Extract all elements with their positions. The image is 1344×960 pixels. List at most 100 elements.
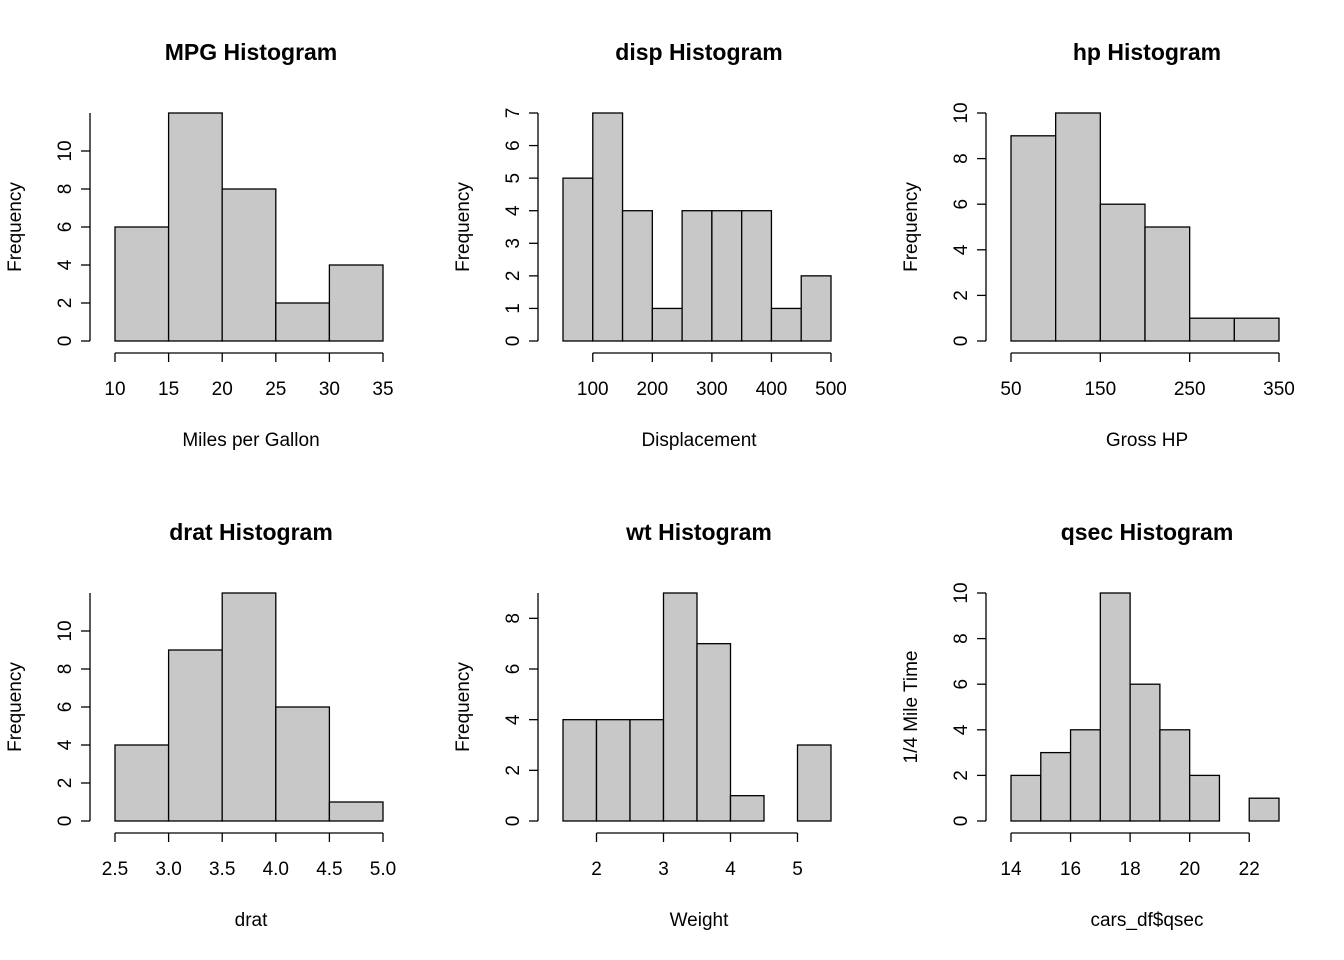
- bar: [621, 210, 653, 342]
- y-tick-label: 3: [503, 238, 524, 249]
- y-tick-label: 2: [55, 298, 76, 309]
- bar: [1189, 317, 1235, 342]
- y-tick-label: 6: [951, 199, 972, 210]
- y-tick-label: 1: [503, 303, 524, 314]
- x-tick-label: 20: [212, 379, 233, 400]
- bar: [221, 188, 277, 342]
- y-tick-label: 0: [55, 336, 76, 347]
- bar: [114, 226, 170, 342]
- bar: [167, 112, 223, 342]
- chart-title: MPG Histogram: [165, 39, 338, 65]
- bar: [1099, 203, 1146, 342]
- chart-title: drat Histogram: [169, 519, 333, 545]
- y-tick-label: 2: [55, 778, 76, 789]
- y-tick-label: 2: [503, 765, 524, 776]
- x-tick-label: 2.5: [102, 859, 128, 880]
- bar: [711, 210, 743, 342]
- bar: [696, 643, 732, 822]
- chart-title: hp Histogram: [1073, 39, 1221, 65]
- y-tick-label: 8: [503, 613, 524, 624]
- x-tick-label: 5.0: [370, 859, 396, 880]
- y-tick-label: 0: [503, 816, 524, 827]
- bar: [1159, 729, 1191, 822]
- bar: [629, 719, 665, 822]
- bar: [1010, 774, 1042, 822]
- y-tick-label: 10: [951, 582, 972, 603]
- y-tick-label: 10: [55, 140, 76, 161]
- x-tick-label: 22: [1239, 859, 1260, 880]
- y-tick-label: 6: [951, 679, 972, 690]
- x-tick-label: 18: [1120, 859, 1141, 880]
- y-tick-label: 4: [951, 724, 972, 735]
- y-axis-label: Frequency: [453, 662, 474, 752]
- x-tick-label: 35: [372, 379, 393, 400]
- x-axis-label: Displacement: [641, 430, 757, 451]
- bar: [729, 795, 765, 822]
- x-tick-label: 150: [1084, 379, 1116, 400]
- y-axis-label: Frequency: [5, 662, 26, 752]
- y-axis-label: Frequency: [5, 182, 26, 272]
- y-tick-label: 2: [951, 290, 972, 301]
- bar: [1040, 751, 1072, 822]
- y-tick-label: 10: [951, 102, 972, 123]
- x-tick-label: 25: [265, 379, 286, 400]
- x-tick-label: 30: [319, 379, 340, 400]
- bar: [328, 264, 384, 342]
- y-tick-label: 6: [503, 664, 524, 675]
- bar: [167, 649, 223, 822]
- x-tick-label: 100: [577, 379, 609, 400]
- x-tick-label: 500: [815, 379, 847, 400]
- bar: [651, 307, 683, 342]
- y-tick-label: 8: [55, 664, 76, 675]
- x-tick-label: 5: [792, 859, 803, 880]
- bar: [592, 112, 624, 342]
- chart-title: wt Histogram: [625, 519, 772, 545]
- bar: [770, 307, 802, 342]
- y-axis-label: Frequency: [901, 182, 922, 272]
- x-axis-label: cars_df$qsec: [1090, 910, 1203, 931]
- bar: [662, 592, 698, 822]
- y-tick-label: 6: [503, 140, 524, 151]
- y-axis-label: Frequency: [453, 182, 474, 272]
- x-tick-label: 4: [725, 859, 736, 880]
- y-tick-label: 4: [503, 714, 524, 725]
- bar: [1248, 797, 1280, 822]
- bar: [1189, 774, 1221, 822]
- x-tick-label: 2: [591, 859, 602, 880]
- bar: [1233, 317, 1280, 342]
- bar: [114, 744, 170, 822]
- x-axis-label: Weight: [670, 910, 730, 931]
- x-axis-label: Miles per Gallon: [182, 430, 319, 451]
- y-tick-label: 8: [55, 184, 76, 195]
- bar: [562, 177, 594, 342]
- bar: [1010, 135, 1057, 342]
- bar: [595, 719, 631, 822]
- x-tick-label: 200: [636, 379, 668, 400]
- bar: [800, 275, 832, 342]
- x-tick-label: 250: [1174, 379, 1206, 400]
- y-tick-label: 2: [503, 271, 524, 282]
- y-tick-label: 4: [55, 739, 76, 750]
- bar: [275, 706, 331, 822]
- y-tick-label: 0: [55, 816, 76, 827]
- y-tick-label: 6: [55, 702, 76, 713]
- y-tick-label: 8: [951, 153, 972, 164]
- bar: [1055, 112, 1101, 342]
- y-tick-label: 6: [55, 222, 76, 233]
- bar: [562, 719, 598, 822]
- y-tick-label: 4: [503, 205, 524, 216]
- x-tick-label: 300: [696, 379, 728, 400]
- bar: [1099, 592, 1131, 822]
- x-tick-label: 3.0: [155, 859, 181, 880]
- y-tick-label: 0: [951, 336, 972, 347]
- bar: [328, 801, 384, 822]
- x-tick-label: 14: [1000, 859, 1022, 880]
- y-tick-label: 4: [951, 244, 972, 255]
- bar: [1129, 683, 1161, 822]
- x-tick-label: 3: [658, 859, 669, 880]
- bar: [1144, 226, 1191, 342]
- x-axis-label: Gross HP: [1106, 430, 1188, 451]
- y-axis-label: 1/4 Mile Time: [901, 651, 922, 764]
- y-tick-label: 8: [951, 633, 972, 644]
